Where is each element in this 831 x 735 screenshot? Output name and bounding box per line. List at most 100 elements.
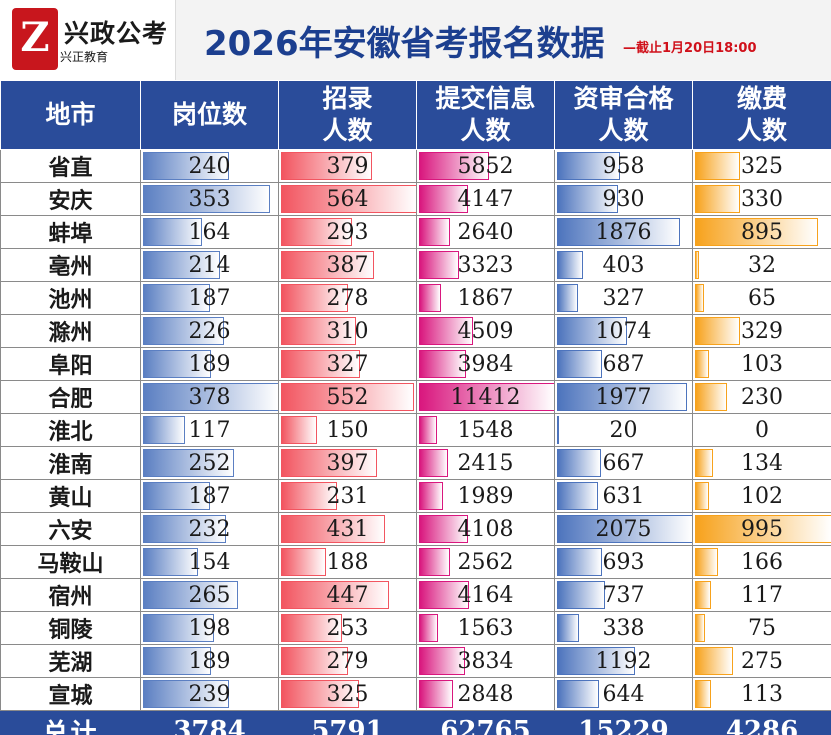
positions-data-bar — [143, 284, 210, 312]
paid-cell: 330 — [692, 182, 831, 216]
positions-value: 187 — [188, 483, 231, 509]
positions-cell: 187 — [140, 281, 279, 315]
city-cell: 安庆 — [0, 182, 141, 216]
positions-data-bar — [143, 251, 220, 279]
city-cell: 淮北 — [0, 413, 141, 447]
recruits-cell: 293 — [278, 215, 417, 249]
submitted-data-bar — [419, 482, 443, 510]
positions-value: 353 — [188, 186, 231, 212]
submitted-data-bar — [419, 614, 438, 642]
submitted-data-bar — [419, 251, 459, 279]
header-positions: 岗位数 — [140, 80, 279, 150]
paid-cell: 895 — [692, 215, 831, 249]
submitted-data-bar — [419, 581, 469, 609]
paid-value: 330 — [741, 186, 783, 212]
submitted-value: 2562 — [457, 549, 514, 575]
qualified-data-bar — [557, 152, 620, 180]
submitted-value: 11412 — [450, 384, 521, 410]
positions-data-bar — [143, 548, 198, 576]
qualified-cell: 1876 — [554, 215, 693, 249]
qualified-cell: 687 — [554, 347, 693, 381]
table-body: 省直 240 379 5852 958 325 安庆 353 564 4147 930 330 蚌埠 16… — [0, 149, 831, 735]
recruits-data-bar — [281, 383, 414, 411]
table-row: 铜陵 198 253 1563 338 75 — [0, 611, 831, 645]
submitted-cell: 11412 — [416, 380, 555, 414]
submitted-cell: 2562 — [416, 545, 555, 579]
qualified-value: 958 — [602, 153, 645, 179]
submitted-data-bar — [419, 317, 473, 345]
recruits-value: 231 — [326, 483, 369, 509]
table-row: 省直 240 379 5852 958 325 — [0, 149, 831, 183]
brand-logo: Z 兴政公考 兴正教育 — [0, 0, 176, 80]
city-cell: 滁州 — [0, 314, 141, 348]
table-row: 宿州 265 447 4164 737 117 — [0, 578, 831, 612]
qualified-value: 1977 — [595, 384, 652, 410]
qualified-data-bar — [557, 482, 598, 510]
positions-value: 265 — [188, 582, 231, 608]
qualified-data-bar — [557, 317, 627, 345]
table-row: 亳州 214 387 3323 403 32 — [0, 248, 831, 282]
total-row: 总计 3784 5791 62765 15229 4286 — [0, 710, 831, 735]
recruits-data-bar — [281, 350, 360, 378]
recruits-data-bar — [281, 548, 326, 576]
submitted-value: 3323 — [457, 252, 514, 278]
recruits-data-bar — [281, 482, 337, 510]
paid-cell: 32 — [692, 248, 831, 282]
positions-data-bar — [143, 218, 202, 246]
positions-cell: 252 — [140, 446, 279, 480]
recruits-cell: 278 — [278, 281, 417, 315]
recruits-data-bar — [281, 515, 385, 543]
recruits-cell: 253 — [278, 611, 417, 645]
qualified-value: 20 — [609, 417, 638, 443]
recruits-cell: 552 — [278, 380, 417, 414]
city-cell: 铜陵 — [0, 611, 141, 645]
paid-data-bar — [695, 317, 740, 345]
paid-data-bar — [695, 482, 709, 510]
qualified-data-bar — [557, 383, 687, 411]
submitted-value: 2640 — [457, 219, 514, 245]
city-cell: 马鞍山 — [0, 545, 141, 579]
recruits-cell: 231 — [278, 479, 417, 513]
table-row: 池州 187 278 1867 327 65 — [0, 281, 831, 315]
qualified-cell: 667 — [554, 446, 693, 480]
paid-data-bar — [695, 614, 705, 642]
city-cell: 六安 — [0, 512, 141, 546]
table-row: 蚌埠 164 293 2640 1876 895 — [0, 215, 831, 249]
submitted-value: 1548 — [457, 417, 514, 443]
qualified-cell: 1977 — [554, 380, 693, 414]
recruits-cell: 150 — [278, 413, 417, 447]
header-qualified: 资审合格 人数 — [554, 80, 693, 150]
table-row: 宣城 239 325 2848 644 113 — [0, 677, 831, 711]
submitted-data-bar — [419, 680, 453, 708]
positions-data-bar — [143, 515, 226, 543]
submitted-value: 3834 — [457, 648, 514, 674]
total-qualified: 15229 — [554, 710, 693, 735]
total-label: 总计 — [0, 710, 141, 735]
city-cell: 亳州 — [0, 248, 141, 282]
qualified-cell: 930 — [554, 182, 693, 216]
positions-data-bar — [143, 317, 224, 345]
submitted-value: 1989 — [457, 483, 514, 509]
submitted-data-bar — [419, 383, 554, 411]
submitted-data-bar — [419, 284, 441, 312]
positions-value: 214 — [188, 252, 231, 278]
paid-value: 65 — [748, 285, 776, 311]
paid-value: 75 — [748, 615, 776, 641]
positions-data-bar — [143, 383, 278, 411]
recruits-value: 278 — [326, 285, 369, 311]
page-title: 2026年安徽省考报名数据 — [204, 24, 605, 64]
positions-value: 189 — [188, 351, 231, 377]
recruits-value: 447 — [326, 582, 369, 608]
submitted-data-bar — [419, 152, 489, 180]
submitted-cell: 1867 — [416, 281, 555, 315]
qualified-cell: 737 — [554, 578, 693, 612]
paid-value: 895 — [741, 219, 783, 245]
qualified-value: 737 — [602, 582, 645, 608]
positions-data-bar — [143, 482, 210, 510]
submitted-data-bar — [419, 515, 468, 543]
recruits-cell: 379 — [278, 149, 417, 183]
recruits-data-bar — [281, 317, 356, 345]
positions-data-bar — [143, 647, 211, 675]
submitted-data-bar — [419, 185, 468, 213]
paid-cell: 113 — [692, 677, 831, 711]
